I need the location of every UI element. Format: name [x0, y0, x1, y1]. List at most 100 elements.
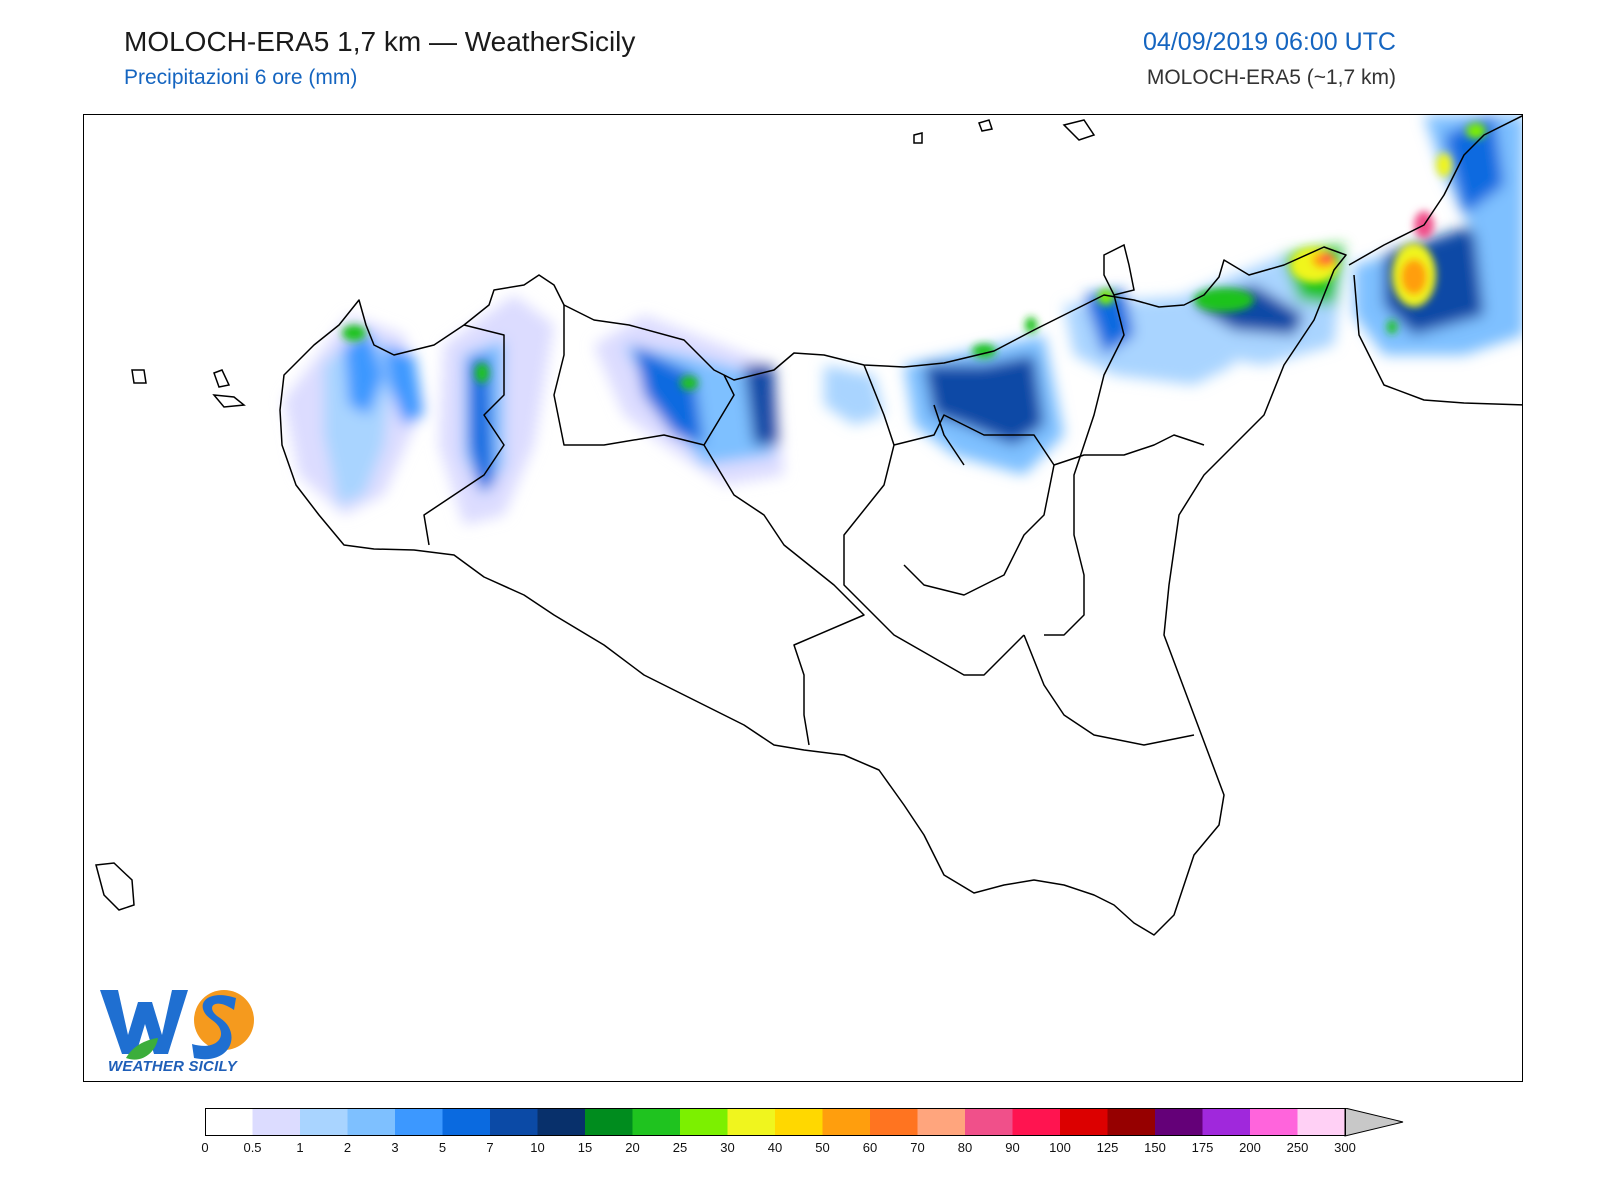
colorbar-tick-label: 1 — [296, 1140, 304, 1155]
colorbar-swatch — [917, 1108, 966, 1136]
rain-peak — [475, 363, 489, 383]
rain-peak — [1025, 317, 1037, 333]
colorbar-tick-label: 60 — [862, 1140, 878, 1155]
province-border — [893, 414, 1055, 596]
sicily-coastline — [279, 246, 1347, 936]
province-border — [1044, 294, 1125, 636]
colorbar-tick-label: 150 — [1144, 1140, 1166, 1155]
province-border — [1023, 634, 1195, 746]
rain-peak — [1466, 123, 1486, 139]
rain-peak — [1436, 153, 1452, 177]
colorbar-swatch — [395, 1108, 443, 1136]
colorbar-tick-label: 100 — [1049, 1140, 1071, 1155]
colorbar-swatch — [205, 1108, 253, 1136]
colorbar-tick-label: 80 — [957, 1140, 973, 1155]
colorbar-swatch — [1107, 1108, 1156, 1136]
colorbar-tick-label: 30 — [720, 1140, 735, 1155]
rain-band-west — [344, 330, 384, 415]
rain-peak — [342, 325, 366, 341]
rain-peak — [1401, 259, 1427, 295]
rain-peak — [1194, 288, 1254, 312]
colorbar-swatch — [870, 1108, 918, 1136]
rain-core-palermo-2 — [744, 365, 779, 445]
colorbar-tick-label: 250 — [1286, 1140, 1309, 1155]
rain-peak — [1322, 254, 1332, 262]
colorbar-swatch — [1202, 1108, 1251, 1136]
logo-s — [192, 995, 236, 1060]
colorbar-labels: 0 0.5 1 2 3 5 7 10 15 20 25 30 40 50 60 70 80 90 100 125 150… — [201, 1140, 1355, 1158]
island-alicudi — [913, 132, 923, 144]
colorbar-swatch — [537, 1108, 586, 1136]
islands — [95, 119, 1135, 911]
colorbar-swatch — [490, 1108, 538, 1136]
colorbar-tick-label: 0 — [201, 1140, 209, 1155]
colorbar-tick-label: 25 — [672, 1140, 688, 1155]
colorbar-swatch — [1060, 1108, 1108, 1136]
valid-datetime: 04/09/2019 06:00 UTC — [1143, 28, 1396, 56]
colorbar-swatch — [347, 1108, 396, 1136]
province-border — [703, 444, 865, 746]
model-label: MOLOCH-ERA5 (~1,7 km) — [1146, 66, 1396, 89]
rain-peak — [1098, 289, 1114, 305]
province-border — [553, 305, 735, 446]
province-border — [843, 364, 1025, 676]
island-lipari — [1103, 243, 1135, 296]
coastlines — [279, 115, 1522, 936]
rain-core-madonie — [924, 355, 1044, 445]
colorbar-swatch — [680, 1108, 728, 1136]
island-pantelleria — [95, 862, 135, 911]
island-ustica — [131, 369, 147, 384]
colorbar-tick-label: 175 — [1191, 1140, 1214, 1155]
colorbar-tick-label: 10 — [530, 1140, 545, 1155]
colorbar-tick-label: 0.5 — [243, 1140, 262, 1155]
province-border — [933, 404, 965, 466]
island-levanzo — [213, 369, 231, 388]
calabria-coast-south — [1353, 274, 1522, 406]
province-border — [423, 324, 505, 546]
colorbar-tick-label: 40 — [767, 1140, 783, 1155]
colorbar-tick-label: 5 — [438, 1140, 447, 1155]
colorbar-swatch — [300, 1108, 348, 1136]
precipitation-map — [83, 114, 1523, 1082]
colorbar-swatch — [1250, 1108, 1298, 1136]
colorbar-tick-label: 70 — [910, 1140, 925, 1155]
rain-peak — [680, 376, 698, 390]
rain-area-central — [824, 365, 884, 425]
rain-core-palermo — [634, 345, 704, 445]
map-subtitle: Precipitazioni 6 ore (mm) — [124, 66, 358, 89]
colorbar-swatch — [775, 1108, 823, 1136]
rain-core-palermo-west — [469, 355, 494, 490]
colorbar-tick-label: 7 — [486, 1140, 494, 1155]
logo-w — [100, 990, 188, 1054]
colorbar-tick-label: 125 — [1096, 1140, 1119, 1155]
colorbar-swatch — [1297, 1108, 1346, 1136]
colorbar-swatch — [252, 1108, 301, 1136]
colorbar-swatch — [1155, 1108, 1203, 1136]
rain-band-west-2 — [384, 345, 424, 425]
weathersicily-logo — [100, 990, 254, 1060]
colorbar-tick-label: 3 — [391, 1140, 399, 1155]
colorbar-swatch — [632, 1108, 681, 1136]
island-favignana — [212, 394, 246, 408]
colorbar-extension-arrow — [1344, 1108, 1404, 1137]
colorbar-tick-label: 15 — [577, 1140, 593, 1155]
colorbar — [205, 1108, 1404, 1137]
colorbar-tick-label: 300 — [1334, 1140, 1356, 1155]
rain-peak — [1387, 320, 1397, 334]
rain-core-calabria-north — [1444, 115, 1504, 215]
calabria-coast — [1348, 115, 1522, 266]
colorbar-tick-label: 2 — [343, 1140, 352, 1155]
map-title: MOLOCH-ERA5 1,7 km — WeatherSicily — [124, 26, 636, 57]
island-salina — [1062, 119, 1096, 141]
colorbar-swatch — [965, 1108, 1013, 1136]
precipitation-peaks — [342, 123, 1486, 390]
colorbar-swatch — [585, 1108, 633, 1136]
colorbar-tick-label: 50 — [815, 1140, 830, 1155]
precipitation-field — [284, 115, 1522, 525]
colorbar-tick-label: 200 — [1239, 1140, 1261, 1155]
colorbar-tick-label: 90 — [1005, 1140, 1020, 1155]
logo-text: WEATHER SICILY — [108, 1058, 237, 1075]
province-border — [1053, 434, 1205, 466]
colorbar-swatch — [822, 1108, 871, 1136]
island-filicudi — [978, 119, 993, 132]
